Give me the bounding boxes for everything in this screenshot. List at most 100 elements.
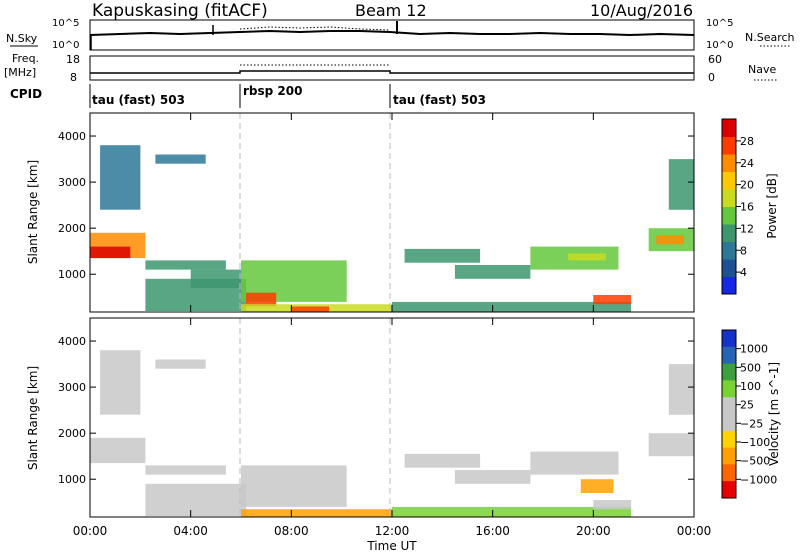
- velocity-colorbar-cell: [722, 380, 736, 398]
- velocity-colorbar-cell: [722, 397, 736, 415]
- power-colorbar-cell: [722, 119, 736, 137]
- noise-right-tick-bottom: 10^0: [706, 40, 733, 51]
- x-tick-label: 20:00: [576, 524, 611, 538]
- velocity-y-tick-label: 2000: [58, 427, 86, 440]
- x-tick-label: 00:00: [677, 524, 712, 538]
- velocity-echo-region: [155, 359, 206, 369]
- power-echo-region: [145, 260, 226, 270]
- freq-left-tick-bottom: 8: [70, 71, 77, 84]
- freq-right-tick-top: 60: [708, 53, 722, 66]
- velocity-echo-region: [593, 500, 632, 510]
- x-tick-labels: 00:00 04:00 08:00 12:00 16:00 20:00 00:00: [73, 524, 712, 538]
- velocity-colorbar-cell: [722, 430, 736, 449]
- power-colorbar-cell: [722, 154, 736, 172]
- power-colorbar-tick-label: 24: [740, 157, 754, 170]
- velocity-colorbar-cell: [722, 346, 736, 365]
- x-tick-label: 00:00: [73, 524, 108, 538]
- velocity-y-tick-label: 1000: [58, 473, 86, 486]
- power-colorbar-cell: [722, 259, 736, 277]
- noise-left-tick-top: 10^5: [52, 18, 79, 29]
- power-echo-region: [392, 301, 632, 312]
- velocity-colorbar-cell: [722, 447, 736, 465]
- velocity-colorbar-tick-label: −100: [740, 436, 770, 449]
- velocity-echo-region: [668, 364, 694, 415]
- power-colorbar-tick-label: 28: [740, 135, 754, 148]
- velocity-colorbar-tick-label: 25: [740, 399, 754, 412]
- power-echo-region: [291, 306, 330, 312]
- velocity-colorbar-cell: [722, 481, 736, 499]
- noise-search-line: [239, 26, 391, 31]
- power-echo-region: [454, 265, 531, 279]
- power-echo-region: [155, 154, 206, 164]
- x-axis-label: Time UT: [366, 539, 417, 553]
- noise-left-label: N.Sky: [6, 32, 38, 45]
- power-echo-region: [668, 159, 694, 210]
- cpid-label: CPID: [10, 87, 42, 101]
- noise-sky-line: [89, 29, 695, 37]
- velocity-colorbar-cell: [722, 363, 736, 381]
- x-tick-label: 08:00: [274, 524, 309, 538]
- power-echo-region: [593, 295, 632, 305]
- velocity-colorbar: 1000 500 100 25 −25 −100 −500 −1000 Velocity [m…: [721, 329, 781, 499]
- noise-right-label: N.Search: [745, 31, 795, 44]
- power-y-tick-label: 4000: [58, 130, 86, 143]
- velocity-colorbar-tick-label: 1000: [740, 343, 768, 356]
- cpid-panel: CPID tau (fast) 503 rbsp 200 tau (fast) …: [10, 84, 486, 108]
- velocity-colorbar-tick-label: 100: [740, 380, 761, 393]
- power-panel: Slant Range [km] 1000 2000 3000 4000: [26, 112, 695, 313]
- velocity-echo-region: [241, 509, 392, 517]
- power-echo-region: [404, 248, 481, 263]
- freq-left-label-2: [MHz]: [4, 66, 36, 79]
- velocity-colorbar-tick-label: −500: [740, 455, 770, 468]
- velocity-echo-region: [90, 437, 146, 464]
- beam-title: Beam 12: [355, 1, 427, 20]
- x-tick-label: 16:00: [475, 524, 510, 538]
- x-tick-label: 04:00: [173, 524, 208, 538]
- noise-left-tick-bottom: 10^0: [52, 40, 79, 51]
- noise-right-tick-top: 10^5: [706, 18, 733, 29]
- power-echo-region: [90, 246, 131, 259]
- velocity-echo-region: [530, 451, 619, 475]
- power-echo-region: [100, 145, 141, 210]
- power-colorbar-tick-label: 16: [740, 201, 754, 214]
- freq-line: [90, 70, 694, 74]
- velocity-panel: Slant Range [km] 1000 2000 3000 4000: [26, 317, 695, 518]
- power-colorbar-cell: [722, 276, 736, 295]
- power-y-tick-label: 1000: [58, 268, 86, 281]
- power-colorbar: 4 8 12 16 20 24 28 Power [dB]: [721, 118, 779, 295]
- velocity-echo-region: [145, 483, 247, 516]
- velocity-y-tick-label: 3000: [58, 381, 86, 394]
- velocity-colorbar-tick-label: 500: [740, 361, 761, 374]
- velocity-colorbar-label: Velocity [m s^-1]: [767, 362, 781, 466]
- velocity-echo-region: [580, 479, 614, 493]
- cpid-segment-3: tau (fast) 503: [393, 93, 486, 107]
- power-colorbar-tick-label: 20: [740, 179, 754, 192]
- velocity-echo-region: [145, 465, 226, 475]
- power-y-label: Slant Range [km]: [26, 160, 40, 264]
- frequency-panel: Freq. [MHz] 18 8 60 0 Nave: [4, 52, 778, 84]
- station-title: Kapuskasing (fitACF): [92, 1, 268, 21]
- velocity-echo-region: [241, 465, 347, 507]
- freq-right-tick-bottom: 0: [708, 71, 715, 84]
- power-echo-region: [656, 235, 684, 245]
- cpid-segment-2: rbsp 200: [243, 84, 302, 98]
- velocity-y-tick-label: 4000: [58, 335, 86, 348]
- power-colorbar-cell: [722, 224, 736, 242]
- velocity-echo-region: [100, 350, 141, 415]
- power-colorbar-cell: [722, 241, 736, 260]
- power-echo-region: [190, 269, 241, 288]
- freq-left-label-1: Freq.: [12, 52, 39, 65]
- power-colorbar-cell: [722, 136, 736, 155]
- power-colorbar-label: Power [dB]: [765, 173, 779, 238]
- velocity-echo-region: [404, 453, 481, 468]
- x-tick-label: 12:00: [375, 524, 410, 538]
- power-y-tick-label: 3000: [58, 176, 86, 189]
- velocity-colorbar-cell: [722, 464, 736, 482]
- velocity-colorbar-tick-label: −1000: [740, 473, 777, 486]
- nave-right-label: Nave: [748, 63, 776, 76]
- velocity-echo-region: [392, 506, 632, 517]
- power-colorbar-cell: [722, 171, 736, 190]
- cpid-segment-1: tau (fast) 503: [92, 93, 185, 107]
- power-colorbar-cell: [722, 206, 736, 225]
